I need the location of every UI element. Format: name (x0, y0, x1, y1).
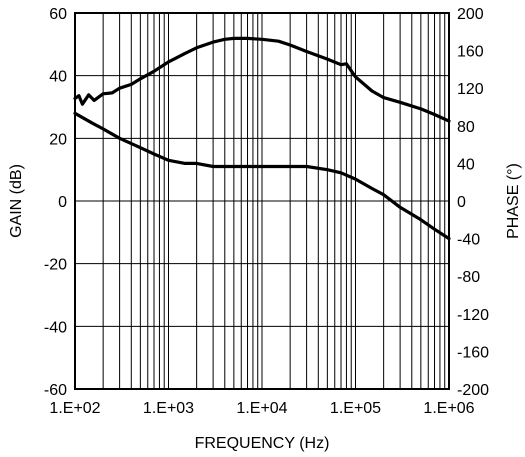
y2-tick-label: 0 (457, 194, 466, 211)
tick-labels: 1.E+02 1.E+03 1.E+04 1.E+05 1.E+066040200-20… (44, 6, 489, 417)
y2-tick-label: -200 (457, 382, 489, 399)
y2-tick-label: -160 (457, 344, 489, 361)
x-tick-label: 1.E+05 (330, 400, 381, 417)
y2-axis-title: PHASE (°) (505, 163, 522, 239)
x-tick-label: 1.E+03 (143, 400, 194, 417)
y-tick-label: -40 (44, 319, 67, 336)
y2-tick-label: -120 (457, 307, 489, 324)
x-axis-title: FREQUENCY (Hz) (195, 435, 330, 452)
y2-tick-label: 200 (457, 6, 484, 23)
x-tick-label: 1.E+02 (49, 400, 100, 417)
phase-series-line (73, 36, 451, 123)
y2-tick-label: 160 (457, 44, 484, 61)
grid (74, 12, 449, 390)
y-tick-label: 40 (49, 69, 67, 86)
y2-tick-label: -40 (457, 232, 480, 249)
x-tick-label: 1.E+04 (236, 400, 287, 417)
plot-frame (74, 12, 450, 390)
y-axis-title: GAIN (dB) (8, 164, 25, 238)
gain-series-line (73, 111, 451, 241)
y-tick-label: -20 (44, 257, 67, 274)
y2-tick-label: -80 (457, 269, 480, 286)
y-tick-label: -60 (44, 382, 67, 399)
series-layer (73, 36, 451, 241)
y-tick-label: 60 (49, 6, 67, 23)
y-tick-label: 20 (49, 131, 67, 148)
y2-tick-label: 120 (457, 81, 484, 98)
y2-tick-label: 80 (457, 119, 475, 136)
x-tick-label: 1.E+06 (423, 400, 474, 417)
y-tick-label: 0 (58, 194, 67, 211)
y2-tick-label: 40 (457, 156, 475, 173)
